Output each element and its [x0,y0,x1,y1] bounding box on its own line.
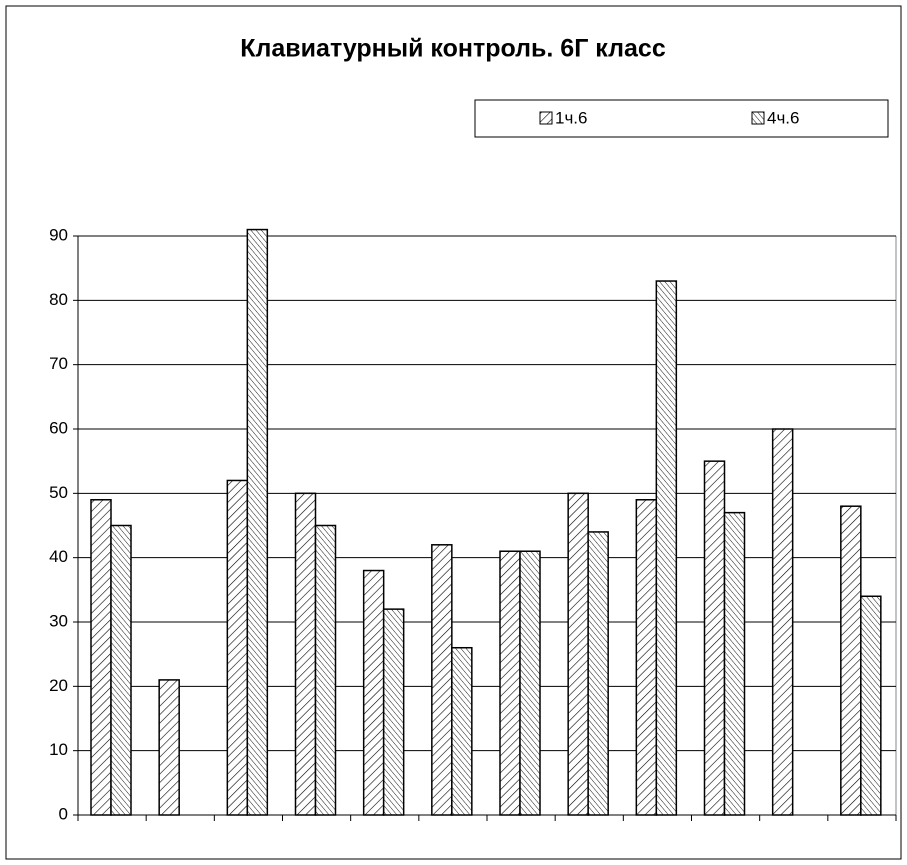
bar [771,428,794,816]
y-tick-label: 30 [49,611,68,630]
bar [451,646,473,816]
bar [158,679,180,816]
y-tick-label: 0 [59,804,68,823]
bar [431,544,453,816]
bar [723,511,746,816]
bar [246,228,269,816]
y-tick-label: 90 [49,225,68,244]
bar [314,524,337,816]
bar [840,505,862,816]
legend-label: 1ч.6 [555,108,588,127]
y-tick-label: 20 [49,676,68,695]
bar [587,531,609,816]
bar [635,499,658,816]
legend-swatch [539,111,553,125]
bar [860,595,882,816]
bar [499,550,521,816]
legend-label: 4ч.6 [767,108,800,127]
legend-swatch [751,111,765,125]
y-tick-label: 10 [49,740,68,759]
y-tick-label: 50 [49,483,68,502]
bar [567,492,589,816]
bar [703,460,726,816]
y-tick-label: 80 [49,290,68,309]
y-tick-label: 40 [49,547,68,566]
chart-title: Клавиатурный контроль. 6Г класс [240,35,666,63]
bar [655,280,678,816]
bar [362,569,385,816]
bar [519,550,541,816]
bar [110,524,132,816]
bar [294,492,317,816]
y-tick-label: 60 [49,418,68,437]
legend-box [474,99,889,138]
bar [226,479,249,816]
bar [382,608,405,816]
y-tick-label: 70 [49,354,68,373]
bar [90,499,112,816]
